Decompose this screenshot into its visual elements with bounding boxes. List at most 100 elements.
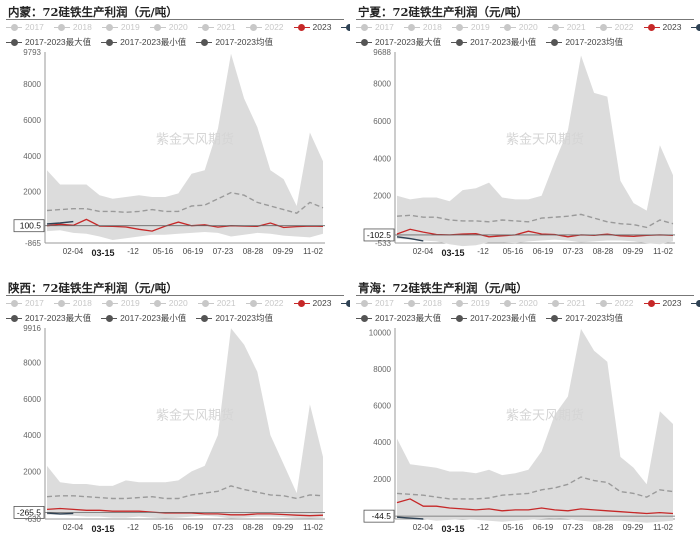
legend-item-2023[interactable]: 2023 <box>293 298 331 308</box>
legend-label: 2023 <box>312 22 332 32</box>
y-tick-label: 6000 <box>23 116 41 125</box>
legend-marker-icon <box>451 23 468 31</box>
chart-title: 陕西：72硅铁生产利润（元/吨） <box>8 281 178 295</box>
legend-item-2021[interactable]: 2021 <box>197 22 236 32</box>
y-tick-label: 8000 <box>373 365 391 374</box>
range-band-max-min <box>397 55 673 247</box>
legend-item-2019[interactable]: 2019 <box>451 22 490 32</box>
legend-label: 2019 <box>120 22 140 32</box>
legend-item-2019[interactable]: 2019 <box>101 298 140 308</box>
legend-item-2017-2023[interactable]: 2017-2023最小值 <box>451 36 536 48</box>
legend-item-2017-2023[interactable]: 2017-2023最小值 <box>101 36 186 48</box>
x-tick-label: 07-23 <box>563 247 584 256</box>
x-tick-label: 11-02 <box>653 523 673 532</box>
x-tick-label: 11-02 <box>303 247 323 256</box>
legend-marker-icon <box>595 23 612 31</box>
legend-item-2018[interactable]: 2018 <box>53 22 92 32</box>
legend-item-2017-2023[interactable]: 2017-2023均值 <box>196 312 273 324</box>
legend-marker-icon <box>6 299 22 307</box>
legend-item-2017[interactable]: 2017 <box>6 298 44 308</box>
legend-item-2020[interactable]: 2020 <box>149 22 188 32</box>
legend-item-2017-2023[interactable]: 2017-2023最大值 <box>356 312 441 324</box>
legend-marker-icon <box>499 23 516 31</box>
legend-marker-icon <box>196 314 213 322</box>
chart-title: 宁夏：72硅铁生产利润（元/吨） <box>358 5 528 19</box>
legend-row-years: 2017 2018 2019 2020 2021 2022 2023 2024 <box>356 22 700 32</box>
legend-item-2024[interactable]: 2024 <box>341 22 350 32</box>
legend-item-2017[interactable]: 2017 <box>356 22 394 32</box>
legend-item-2024[interactable]: 2024 <box>691 298 700 308</box>
x-tick-label: 08-28 <box>243 523 264 532</box>
x-tick-label: -12 <box>127 247 139 256</box>
y-tick-label: 2000 <box>373 192 391 201</box>
legend-marker-icon <box>595 299 612 307</box>
legend-item-2021[interactable]: 2021 <box>547 298 586 308</box>
legend-marker-icon <box>6 38 22 46</box>
legend-marker-icon <box>499 299 516 307</box>
y-tick-label: 4000 <box>23 152 41 161</box>
legend-item-2023[interactable]: 2023 <box>643 298 681 308</box>
legend-item-2023[interactable]: 2023 <box>643 22 681 32</box>
legend-item-2020[interactable]: 2020 <box>149 298 188 308</box>
y-tick-label: 4000 <box>23 431 41 440</box>
legend-label: 2017-2023最大值 <box>25 313 92 323</box>
legend-item-2021[interactable]: 2021 <box>197 298 236 308</box>
legend-item-2018[interactable]: 2018 <box>53 298 92 308</box>
title-underline <box>356 19 694 20</box>
legend-item-2018[interactable]: 2018 <box>403 298 442 308</box>
legend-item-2022[interactable]: 2022 <box>595 298 634 308</box>
legend-item-2017-2023[interactable]: 2017-2023最大值 <box>356 36 441 48</box>
legend-item-2022[interactable]: 2022 <box>595 22 634 32</box>
legend-marker-icon <box>643 23 660 31</box>
chart-title: 青海：72硅铁生产利润（元/吨） <box>358 281 528 295</box>
legend-item-2017-2023[interactable]: 2017-2023均值 <box>196 36 273 48</box>
legend-label: 2022 <box>264 298 284 308</box>
legend-item-2017-2023[interactable]: 2017-2023最大值 <box>6 312 91 324</box>
legend-item-2021[interactable]: 2021 <box>547 22 586 32</box>
chart-title: 内蒙：72硅铁生产利润（元/吨） <box>8 5 178 19</box>
legend-item-2022[interactable]: 2022 <box>245 298 284 308</box>
x-tick-label: 09-29 <box>273 247 294 256</box>
legend-item-2017-2023[interactable]: 2017-2023均值 <box>546 312 623 324</box>
legend-item-2019[interactable]: 2019 <box>451 298 490 308</box>
legend-item-2017-2023[interactable]: 2017-2023最小值 <box>101 312 186 324</box>
legend-item-2024[interactable]: 2024 <box>341 298 350 308</box>
legend-item-2024[interactable]: 2024 <box>691 22 700 32</box>
legend-label: 2021 <box>566 22 586 32</box>
legend-label: 2017-2023均值 <box>565 37 623 47</box>
legend-item-2017-2023[interactable]: 2017-2023最小值 <box>451 312 536 324</box>
legend-marker-icon <box>197 23 214 31</box>
y-tick-label: 4000 <box>373 438 391 447</box>
legend-item-2017-2023[interactable]: 2017-2023均值 <box>546 36 623 48</box>
legend-item-2017[interactable]: 2017 <box>6 22 44 32</box>
legend-item-2018[interactable]: 2018 <box>403 22 442 32</box>
legend-label: 2017-2023均值 <box>565 313 623 323</box>
legend-marker-icon <box>546 38 563 46</box>
legend-item-2022[interactable]: 2022 <box>245 22 284 32</box>
cursor-value-box <box>363 228 395 242</box>
legend-label: 2020 <box>518 298 538 308</box>
legend-label: 2021 <box>216 22 236 32</box>
chart-panel-ningxia: 宁夏：72硅铁生产利润（元/吨） 2017 2018 2019 2020 2021 202… <box>350 0 700 276</box>
x-tick-label: 05-16 <box>503 247 524 256</box>
legend-marker-icon <box>6 23 22 31</box>
y-tick-label: 9916 <box>23 324 41 333</box>
x-tick-label: 06-19 <box>183 523 204 532</box>
legend-item-2020[interactable]: 2020 <box>499 298 538 308</box>
legend-marker-icon <box>149 23 166 31</box>
legend-row-stats: 2017-2023最大值 2017-2023最小值 2017-2023均值 <box>356 36 633 48</box>
legend-label: 2022 <box>264 22 284 32</box>
legend-item-2023[interactable]: 2023 <box>293 22 332 32</box>
legend-marker-icon <box>196 38 213 46</box>
legend-item-2017-2023[interactable]: 2017-2023最大值 <box>6 36 91 48</box>
x-tick-label: -12 <box>477 523 489 532</box>
legend-item-2020[interactable]: 2020 <box>499 22 538 32</box>
legend-marker-icon <box>691 23 700 31</box>
legend-item-2019[interactable]: 2019 <box>101 22 140 32</box>
series-2023-line <box>46 507 324 517</box>
x-tick-label: 05-16 <box>153 523 174 532</box>
y-tick-label: 8000 <box>373 80 391 89</box>
legend-item-2017[interactable]: 2017 <box>356 298 394 308</box>
series-avg-line <box>46 485 324 500</box>
x-tick-label: 03-15 <box>91 248 114 258</box>
